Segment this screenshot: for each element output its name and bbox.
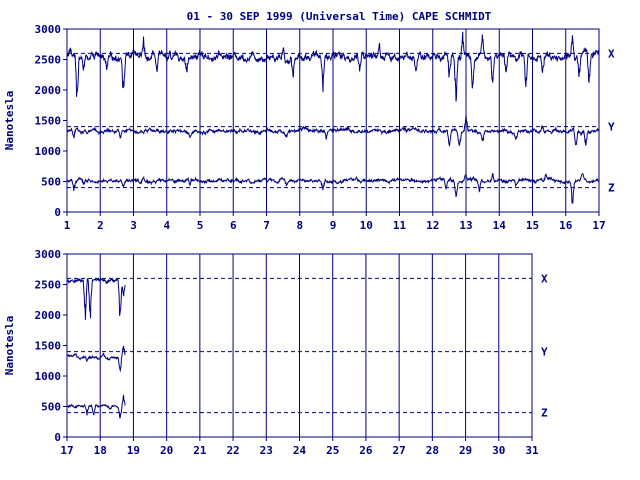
y-tick-label: 500 [41,176,61,189]
x-tick-label: 2 [97,219,104,232]
x-tick-label: 23 [260,444,273,457]
y-tick-label: 1000 [35,145,62,158]
y-tick-label: 2000 [35,309,62,322]
x-tick-label: 17 [592,219,605,232]
x-tick-label: 18 [94,444,107,457]
y-tick-label: 0 [54,206,61,219]
x-tick-label: 14 [493,219,507,232]
series-line-x [66,31,600,102]
series-line-z [66,172,600,204]
component-label-x: X [541,272,548,285]
y-tick-label: 2000 [35,84,62,97]
component-label-y: Y [608,121,615,134]
x-tick-label: 26 [359,444,373,457]
x-tick-label: 28 [426,444,439,457]
x-tick-label: 3 [130,219,137,232]
y-tick-label: 3000 [35,23,62,36]
x-tick-label: 31 [525,444,539,457]
x-tick-label: 13 [459,219,472,232]
x-tick-label: 22 [226,444,239,457]
y-tick-label: 1000 [35,370,62,383]
y-axis-label: Nanotesla [3,316,16,376]
y-tick-label: 3000 [35,248,62,261]
y-axis-label: Nanotesla [3,91,16,151]
x-tick-label: 19 [127,444,140,457]
series-line-y [66,345,126,373]
x-tick-label: 24 [293,444,307,457]
x-tick-label: 11 [393,219,407,232]
x-tick-label: 10 [360,219,373,232]
x-tick-label: 29 [459,444,472,457]
y-tick-label: 500 [41,401,61,414]
y-tick-label: 0 [54,431,61,444]
component-label-y: Y [541,346,548,359]
x-tick-label: 15 [526,219,539,232]
x-tick-label: 12 [426,219,439,232]
x-tick-label: 25 [326,444,339,457]
x-tick-label: 9 [330,219,337,232]
component-label-x: X [608,47,615,60]
x-tick-label: 21 [193,444,207,457]
x-tick-label: 8 [296,219,303,232]
x-tick-label: 27 [393,444,406,457]
x-tick-label: 30 [492,444,505,457]
x-tick-label: 16 [559,219,573,232]
x-tick-label: 1 [64,219,71,232]
y-tick-label: 1500 [35,340,62,353]
chart-title: 01 - 30 SEP 1999 (Universal Time) CAPE S… [187,10,492,23]
y-tick-label: 2500 [35,54,62,67]
y-tick-label: 2500 [35,279,62,292]
component-label-z: Z [608,182,615,195]
series-line-x [66,276,126,320]
series-line-z [66,393,126,420]
x-tick-label: 6 [230,219,237,232]
x-tick-label: 20 [160,444,173,457]
series-line-y [66,114,600,148]
component-label-z: Z [541,407,548,420]
x-tick-label: 4 [163,219,170,232]
x-tick-label: 7 [263,219,270,232]
x-tick-label: 17 [60,444,73,457]
y-tick-label: 1500 [35,115,62,128]
x-tick-label: 5 [197,219,204,232]
